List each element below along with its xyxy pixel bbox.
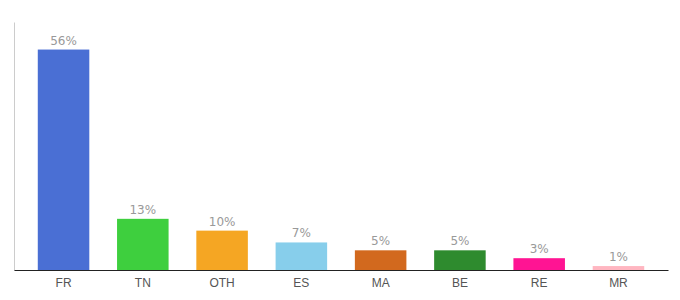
plot: FR TN OTH ES MA BE RE MR 56% 13% 10% 7% 5% 5% 3% 1%: [15, 23, 669, 290]
data-label: 1%: [609, 250, 628, 264]
bar: [276, 242, 328, 270]
data-label: 13%: [129, 203, 156, 217]
data-labels: 56% 13% 10% 7% 5% 5% 3% 1%: [50, 34, 628, 265]
x-tick: MR: [609, 276, 628, 290]
x-tick-label: RE: [531, 276, 548, 290]
x-tick: BE: [452, 276, 468, 290]
x-axis-line: [15, 270, 669, 271]
data-label: 7%: [292, 226, 311, 240]
x-axis: FR TN OTH ES MA BE RE MR: [15, 271, 669, 290]
x-tick-label: BE: [452, 276, 468, 290]
bar: [513, 258, 565, 270]
x-tick: ES: [293, 276, 309, 290]
bar: [434, 250, 486, 270]
x-tick-label: MA: [372, 276, 390, 290]
x-tick: OTH: [209, 276, 234, 290]
x-tick-label: TN: [135, 276, 151, 290]
bar: [38, 50, 90, 270]
bar: [593, 266, 645, 270]
data-label: 56%: [50, 34, 77, 48]
x-tick: MA: [372, 276, 390, 290]
x-tick-label: MR: [609, 276, 628, 290]
bars: [38, 50, 644, 270]
data-label: 3%: [530, 242, 549, 256]
bar: [117, 219, 169, 270]
bar: [196, 231, 248, 270]
y-axis: [14, 23, 15, 271]
x-tick: TN: [135, 276, 151, 290]
data-label: 5%: [450, 234, 469, 248]
data-label: 10%: [209, 215, 236, 229]
x-tick-label: OTH: [209, 276, 234, 290]
x-tick-label: ES: [293, 276, 309, 290]
x-tick: FR: [56, 276, 72, 290]
x-tick-label: FR: [56, 276, 72, 290]
chart: FR TN OTH ES MA BE RE MR 56% 13% 10% 7% 5% 5% 3% 1%: [0, 0, 680, 300]
data-label: 5%: [371, 234, 390, 248]
x-tick: RE: [531, 276, 548, 290]
y-axis-line: [14, 23, 15, 271]
bar: [355, 250, 407, 270]
